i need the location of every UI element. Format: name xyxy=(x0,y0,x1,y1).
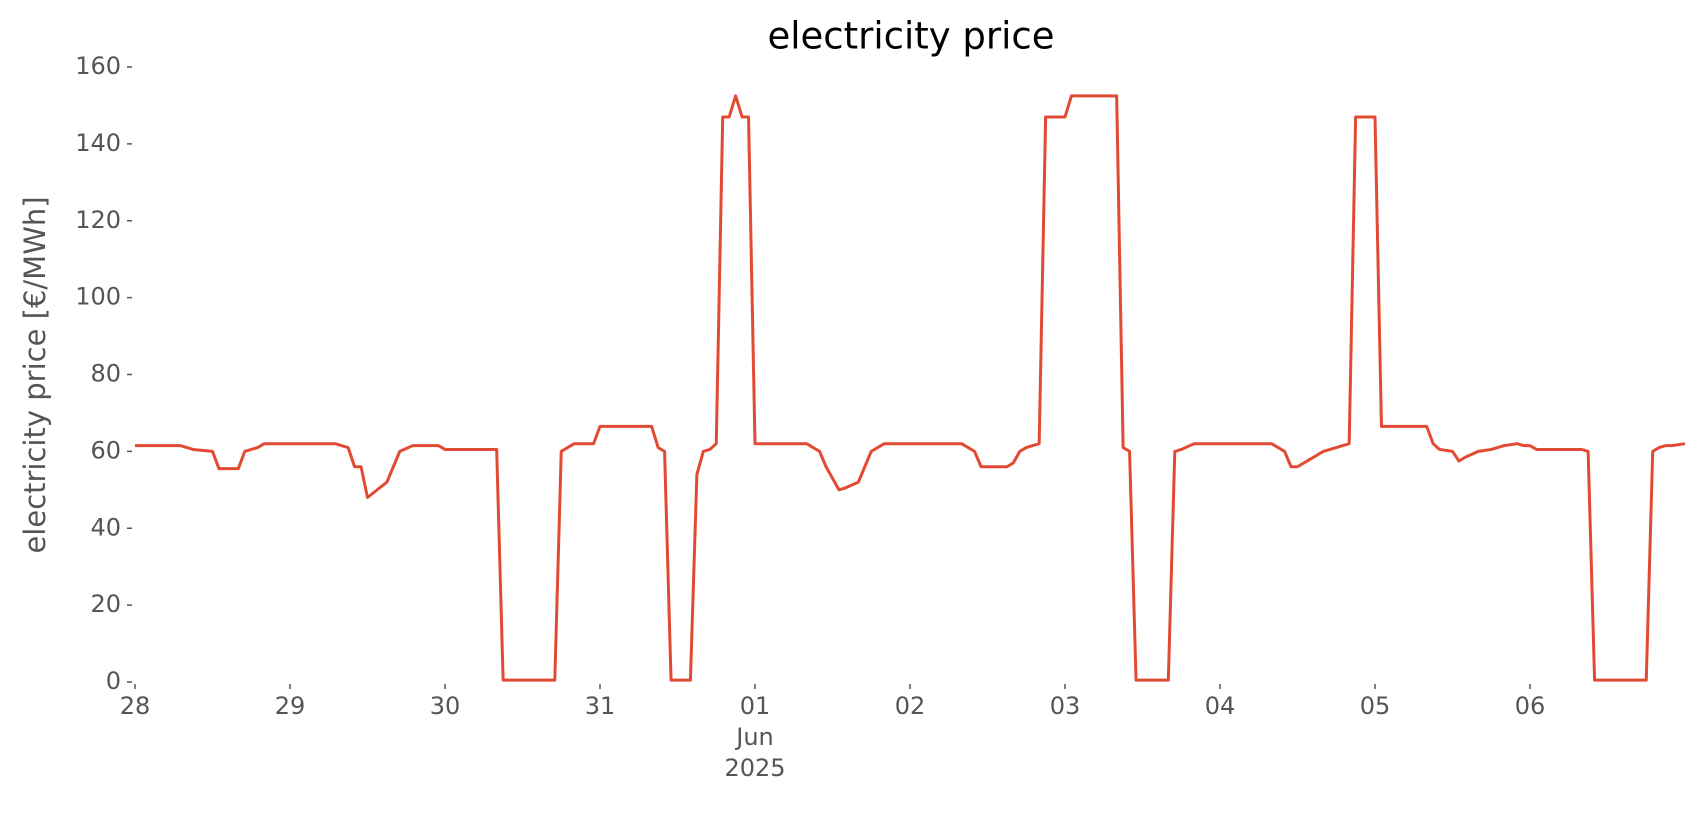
x-tick-label: 06 xyxy=(1514,692,1546,720)
y-tick-label: 40 xyxy=(90,513,121,541)
x-tick-label: 04 xyxy=(1204,692,1236,720)
x-tick-label: 01 Jun 2025 xyxy=(724,692,786,782)
x-tick-label: 05 xyxy=(1359,692,1391,720)
y-tick-label: 160 xyxy=(75,52,121,80)
x-tick-label: 03 xyxy=(1049,692,1081,720)
y-tick-label: 120 xyxy=(75,206,121,234)
y-tick-label: 20 xyxy=(90,590,121,618)
x-tick-label: 28 xyxy=(119,692,151,720)
y-tick-label: 80 xyxy=(90,360,121,388)
y-tick-label: 0 xyxy=(106,667,121,695)
x-tick-label: 30 xyxy=(429,692,461,720)
x-tick-label: 31 xyxy=(584,692,616,720)
chart-title: electricity price xyxy=(767,15,1054,58)
x-tick-label: 02 xyxy=(894,692,926,720)
x-tick-label: 29 xyxy=(274,692,306,720)
price-line xyxy=(135,94,1686,682)
y-axis-label: electricity price [€/MWh] xyxy=(18,196,52,553)
y-tick-label: 100 xyxy=(75,283,121,311)
y-tick-label: 60 xyxy=(90,436,121,464)
y-tick-label: 140 xyxy=(75,129,121,157)
